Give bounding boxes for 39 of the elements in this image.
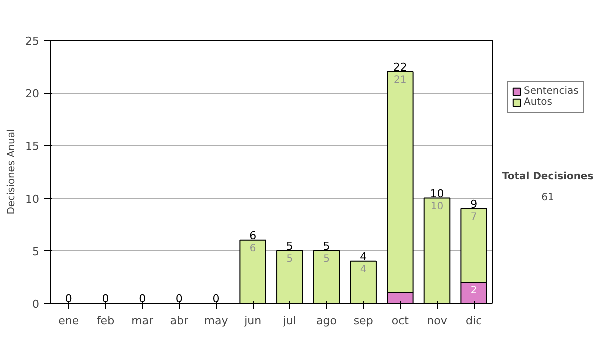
total-label: 6 xyxy=(250,229,257,242)
x-tick-label: nov xyxy=(427,314,448,328)
legend-label: Autos xyxy=(524,97,552,108)
data-label: 2 xyxy=(470,285,478,296)
x-tick-label: ago xyxy=(316,314,338,328)
y-tick-label: 10 xyxy=(26,192,40,206)
total-label: 0 xyxy=(139,292,146,306)
total-label: 4 xyxy=(360,250,368,264)
total-label: 9 xyxy=(470,198,478,211)
text: Total Decisiones xyxy=(502,172,594,183)
x-tick-label: mar xyxy=(132,314,154,328)
text: 61 xyxy=(542,192,554,204)
data-label: 5 xyxy=(286,254,294,265)
x-tick-label: oct xyxy=(392,314,410,328)
y-tick-label: 0 xyxy=(32,298,40,311)
x-tick-label: sep xyxy=(354,314,374,328)
y-axis-title: Decisiones Anual xyxy=(6,129,18,215)
total-label: 22 xyxy=(393,61,408,74)
y-tick-label: 25 xyxy=(26,35,40,48)
data-label: 6 xyxy=(250,243,256,254)
x-tick-label: jul xyxy=(282,314,296,328)
total-label: 5 xyxy=(286,240,294,253)
total-label: 5 xyxy=(323,240,330,253)
data-label: 7 xyxy=(470,212,478,223)
y-tick-label: 5 xyxy=(32,245,40,258)
data-label: 4 xyxy=(360,264,367,276)
total-label: 10 xyxy=(430,187,444,200)
x-tick-label: may xyxy=(204,314,229,328)
data-label: 21 xyxy=(394,75,407,86)
y-tick-label: 15 xyxy=(26,140,40,154)
x-tick-label: jun xyxy=(244,314,262,328)
legend-label: Sentencias xyxy=(524,86,579,97)
x-tick-label: ene xyxy=(58,314,80,328)
data-label: 10 xyxy=(430,201,444,212)
y-tick-label: 20 xyxy=(26,88,40,101)
x-tick-label: dic xyxy=(466,314,482,328)
data-label: 5 xyxy=(324,254,330,265)
x-tick-label: abr xyxy=(170,314,190,328)
x-tick-label: feb xyxy=(96,314,115,328)
